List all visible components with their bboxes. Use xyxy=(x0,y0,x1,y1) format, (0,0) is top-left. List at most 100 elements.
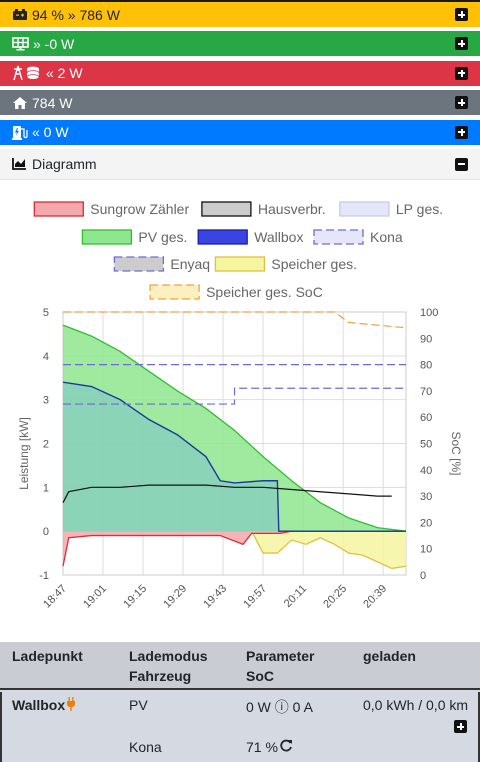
legend-swatch xyxy=(113,256,165,272)
x-tick-label: 19:57 xyxy=(241,583,269,611)
y2-tick-label: 80 xyxy=(420,360,432,372)
charge-parameter: 0 W ⓘ 0 A xyxy=(246,699,313,715)
header-fahrzeug: Fahrzeug xyxy=(129,668,192,684)
home-icon xyxy=(12,96,28,110)
solar-panel-icon xyxy=(12,37,29,51)
grid-coins-icon xyxy=(12,65,42,81)
y-tick-label: 5 xyxy=(43,307,49,319)
y2-tick-label: 70 xyxy=(420,386,432,398)
y2-tick-label: 0 xyxy=(420,570,426,582)
y-tick-label: 4 xyxy=(43,351,49,363)
chargepoint-name[interactable]: Wallbox xyxy=(12,697,66,713)
series-line xyxy=(63,311,407,329)
series-area xyxy=(251,531,406,569)
y2-tick-label: 10 xyxy=(420,544,432,556)
y2-tick-label: 30 xyxy=(420,491,432,503)
legend-swatch xyxy=(201,201,252,217)
y-tick-label: 3 xyxy=(43,395,49,407)
legend-label: Enyaq xyxy=(170,256,210,272)
header-parameter: Parameter xyxy=(246,648,315,664)
x-tick-label: 20:25 xyxy=(321,583,349,611)
series-line xyxy=(251,530,407,570)
legend-label: Speicher ges. SoC xyxy=(206,284,323,300)
legend-label: PV ges. xyxy=(138,229,187,245)
charge-bar-text: « 0 W xyxy=(32,124,69,141)
diagram-title: Diagramm xyxy=(32,155,97,172)
series-line xyxy=(62,324,407,532)
y-tick-label: 0 xyxy=(43,526,49,538)
y-tick-label: 1 xyxy=(43,482,49,494)
header-soc: SoC xyxy=(246,668,274,684)
x-tick-label: 19:29 xyxy=(161,583,189,611)
grid-bar-text: « 2 W xyxy=(46,65,83,82)
charged-amount: 0,0 kWh / 0,0 km xyxy=(363,697,469,713)
charge-mode[interactable]: PV xyxy=(129,697,148,713)
table-row[interactable]: Wallbox PV 0 W ⓘ 0 A 0,0 kWh / 0,0 km Ko… xyxy=(0,692,480,762)
y2-tick-label: 20 xyxy=(420,517,432,529)
expand-plus-icon[interactable] xyxy=(455,66,468,80)
y2-tick-label: 90 xyxy=(420,333,432,345)
legend-swatch xyxy=(197,229,248,245)
header-lademodus: Lademodus xyxy=(129,648,208,664)
charge-bar[interactable]: « 0 W xyxy=(0,119,480,145)
x-tick-label: 18:47 xyxy=(41,583,69,611)
vehicle-soc: 71 % xyxy=(246,739,278,755)
battery-bar-text: 94 % » 786 W xyxy=(32,6,120,23)
x-tick-label: 20:39 xyxy=(361,583,389,611)
y2-tick-label: 50 xyxy=(420,439,432,451)
legend-swatch xyxy=(33,201,84,217)
expand-plus-icon[interactable] xyxy=(455,96,468,110)
house-bar[interactable]: 784 W xyxy=(0,90,480,116)
legend-label: Sungrow Zähler xyxy=(90,201,189,217)
header-ladepunkt: Ladepunkt xyxy=(12,648,83,664)
add-plus-icon[interactable] xyxy=(454,720,467,733)
charging-station-icon xyxy=(12,125,28,140)
legend-swatch xyxy=(81,229,133,245)
grid-bar[interactable]: « 2 W xyxy=(0,60,480,86)
legend-swatch xyxy=(313,229,364,245)
battery-bar[interactable]: 94 % » 786 W xyxy=(0,2,480,27)
refresh-icon[interactable] xyxy=(280,739,293,755)
legend-label: Wallbox xyxy=(254,229,303,245)
power-chart: Sungrow Zähler Hausverbr. LP ges. PV ges. Wa… xyxy=(17,201,463,611)
y2-tick-label: 60 xyxy=(420,412,432,424)
top-border xyxy=(0,0,480,2)
chart-area-icon xyxy=(12,157,27,171)
house-bar-text: 784 W xyxy=(32,94,73,111)
pv-bar[interactable]: » -0 W xyxy=(0,31,480,57)
car-battery-icon xyxy=(12,8,28,21)
expand-plus-icon[interactable] xyxy=(455,8,468,21)
diagram-header[interactable]: Diagramm xyxy=(0,148,480,180)
y2-tick-label: 100 xyxy=(420,307,438,319)
y2-tick-label: 40 xyxy=(420,465,432,477)
series-line xyxy=(62,484,392,503)
table-header: Ladepunkt Lademodus Fahrzeug Parameter S… xyxy=(0,642,480,690)
expand-plus-icon[interactable] xyxy=(455,125,468,139)
legend-label: Speicher ges. xyxy=(271,256,357,272)
charge-table: Ladepunkt Lademodus Fahrzeug Parameter S… xyxy=(0,642,480,762)
plug-icon xyxy=(66,697,76,714)
x-tick-label: 20:11 xyxy=(282,583,309,610)
x-tick-label: 19:43 xyxy=(201,583,229,611)
x-tick-label: 19:15 xyxy=(121,583,149,611)
series-line xyxy=(63,387,406,405)
series-line xyxy=(62,381,406,532)
vehicle-name[interactable]: Kona xyxy=(129,739,162,755)
collapse-minus-icon[interactable] xyxy=(455,157,468,171)
series-area xyxy=(63,531,406,567)
legend-label: Hausverbr. xyxy=(258,201,326,217)
series-line xyxy=(62,530,406,567)
legend-swatch xyxy=(214,256,266,272)
y-tick-label: 2 xyxy=(43,439,49,451)
pv-bar-text: » -0 W xyxy=(33,35,75,52)
x-tick-label: 19:01 xyxy=(81,583,109,611)
legend-swatch xyxy=(339,201,390,217)
y-axis-label: Leistung [kW] xyxy=(17,417,31,490)
y-tick-label: -1 xyxy=(39,570,49,582)
legend-label: Kona xyxy=(370,229,403,245)
y2-axis-label: SoC [%] xyxy=(449,431,463,475)
legend-label: LP ges. xyxy=(396,201,443,217)
header-geladen: geladen xyxy=(363,648,416,664)
expand-plus-icon[interactable] xyxy=(455,37,468,51)
legend-swatch xyxy=(149,284,200,300)
